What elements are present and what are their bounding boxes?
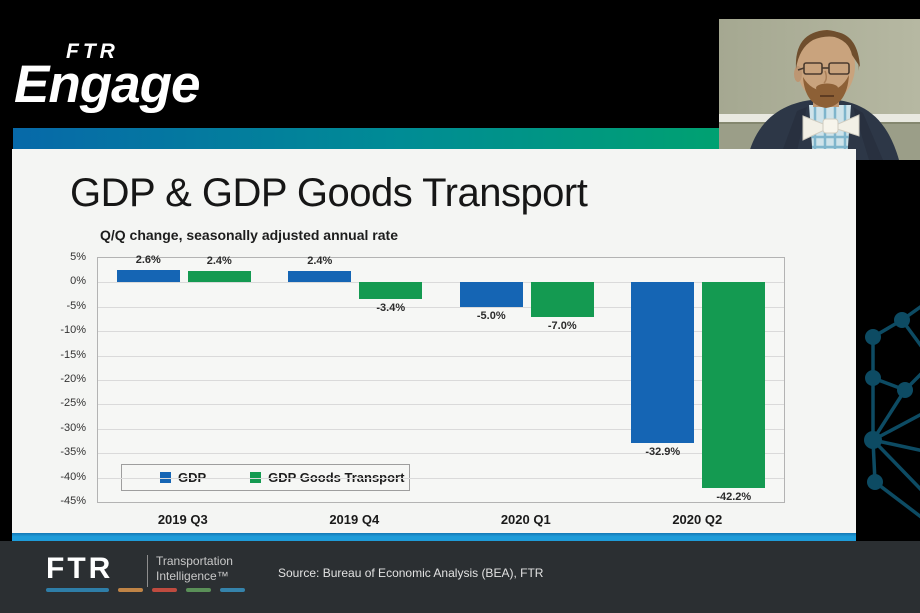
footer-logo-subtitle: Transportation Intelligence™ [156, 554, 233, 583]
y-tick-label: 0% [70, 275, 86, 288]
y-tick-label: -45% [60, 495, 86, 507]
gridline [98, 355, 784, 357]
presenter-bow-tie [802, 114, 860, 141]
x-tick-label: 2019 Q3 [157, 512, 208, 527]
presenter-face [797, 30, 855, 102]
ftr-engage-logo-ftr: FTR [66, 40, 119, 63]
y-tick-label: 5% [70, 251, 86, 263]
presenter-hair [795, 30, 860, 71]
bar-gdp-2019-q4 [288, 270, 352, 283]
footer-logo-divider [147, 555, 148, 587]
network-pattern-icon [864, 305, 920, 519]
chart-x-axis: 2019 Q3 2019 Q4 2020 Q1 2020 Q2 [97, 512, 785, 534]
footer-bar: FTR Transportation Intelligence™ Source:… [0, 541, 920, 613]
gridline [98, 428, 784, 430]
footer-dash [46, 588, 109, 592]
y-tick-label: -20% [60, 373, 86, 385]
bar-gdp-2020-q2 [631, 282, 695, 443]
bar-gdp-goods-transport-2019-q3 [187, 270, 251, 283]
x-tick-label: 2019 Q4 [329, 512, 380, 527]
bar-value-label: -7.0% [547, 319, 577, 332]
presentation-slide: GDP & GDP Goods Transport Q/Q change, se… [12, 149, 856, 533]
bar-gdp-goods-transport-2020-q2 [702, 282, 766, 489]
x-tick-label: 2020 Q2 [672, 512, 723, 527]
gridline [98, 477, 784, 479]
footer-dash [152, 588, 177, 592]
ftr-engage-logo-engage: Engage [14, 55, 200, 114]
gdp-goods-transport-swatch-icon [250, 472, 262, 483]
bar-value-label: 2.4% [307, 254, 333, 267]
header-gradient-band [13, 128, 719, 149]
bar-gdp-2019-q3 [116, 269, 180, 283]
bar-gdp-goods-transport-2020-q1 [530, 282, 594, 317]
y-tick-label: -35% [60, 446, 86, 459]
legend-item-gdp: GDP [160, 470, 206, 485]
y-tick-label: -5% [66, 299, 86, 312]
gdp-swatch-icon [160, 472, 171, 483]
gridline [98, 453, 784, 455]
y-tick-label: -10% [60, 324, 86, 337]
chart-plot: GDP GDP Goods Transport 2.6% 2.4% 2.4% -3.4… [97, 253, 785, 504]
gridline [98, 380, 784, 381]
footer-dash [118, 588, 143, 592]
bar-value-label: 2.4% [206, 254, 232, 267]
presenter-glasses [797, 62, 850, 75]
gridline [98, 282, 784, 284]
legend-label-gdp-goods-transport: GDP Goods Transport [268, 470, 405, 485]
y-tick-label: -30% [60, 421, 86, 434]
footer-logo-dashes [46, 588, 245, 592]
ftr-footer-logo: FTR Transportation Intelligence™ [46, 552, 233, 587]
slide-subtitle: Q/Q change, seasonally adjusted annual r… [100, 227, 398, 243]
presenter-webcam-video [719, 19, 920, 160]
x-tick-label: 2020 Q1 [500, 512, 551, 527]
y-tick-label: -25% [60, 397, 86, 410]
bar-value-label: -32.9% [645, 445, 681, 458]
ftr-footer-logo-text: FTR [46, 552, 114, 585]
gridline [98, 404, 784, 406]
bar-value-label: -42.2% [716, 491, 752, 504]
bar-value-label: 2.6% [135, 253, 161, 266]
footer-dash [220, 588, 245, 592]
slide-accent-strip [12, 533, 856, 541]
source-text: Source: Bureau of Economic Analysis (BEA… [278, 566, 544, 580]
slide-title: GDP & GDP Goods Transport [70, 171, 588, 215]
bar-gdp-2020-q1 [459, 282, 523, 307]
bar-value-label: -5.0% [476, 309, 506, 322]
legend-item-gdp-goods-transport: GDP Goods Transport [250, 470, 404, 485]
gridline [98, 306, 784, 308]
chart-y-axis: 5% 0% -5% -10% -15% -20% -25% -30% -35% -40% -45% [40, 251, 92, 507]
legend-label-gdp: GDP [178, 470, 207, 485]
footer-dash [186, 588, 211, 592]
bar-gdp-goods-transport-2019-q4 [359, 282, 423, 299]
chart-legend: GDP GDP Goods Transport [121, 464, 410, 491]
y-tick-label: -40% [60, 470, 86, 483]
y-tick-label: -15% [60, 348, 86, 361]
bar-value-label: -3.4% [376, 301, 406, 314]
gridline [98, 331, 784, 333]
